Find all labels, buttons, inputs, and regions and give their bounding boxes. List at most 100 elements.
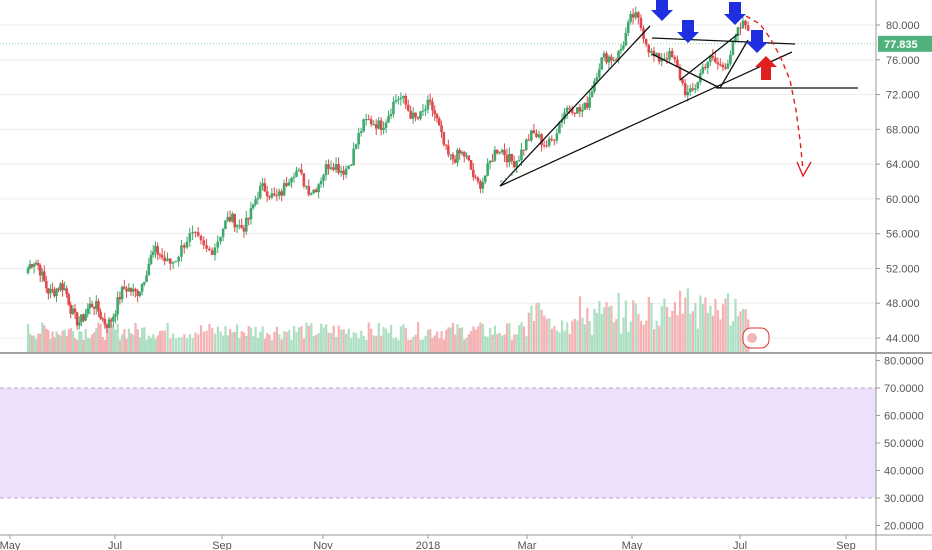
candle-body <box>462 151 466 157</box>
volume-bar <box>150 337 153 352</box>
candle-body <box>607 56 611 63</box>
small-dashed-line <box>499 169 521 183</box>
candle-body <box>71 308 75 314</box>
volume-bar <box>134 322 137 352</box>
volume-bar <box>716 309 720 352</box>
candle-body <box>387 116 390 123</box>
volume-bar <box>686 288 689 352</box>
candle-body <box>112 316 115 322</box>
candle-body <box>688 88 692 93</box>
volume-bar <box>578 296 582 352</box>
candle-body <box>114 314 117 317</box>
candle-body <box>213 247 217 255</box>
volume-bar <box>663 298 666 352</box>
candle-body <box>287 182 291 186</box>
candle-body <box>731 41 735 55</box>
volume-bar <box>639 320 643 352</box>
volume-bar <box>197 334 200 352</box>
candle-body <box>307 186 311 195</box>
volume-bar <box>327 332 330 352</box>
volume-bar <box>233 331 236 352</box>
candle-body <box>678 66 682 80</box>
arrow-down-icon <box>746 30 768 53</box>
volume-bar <box>43 325 46 352</box>
volume-bars <box>27 288 750 352</box>
candle-body <box>107 319 111 328</box>
price-badge <box>878 35 932 52</box>
volume-bar <box>431 337 434 352</box>
candle-body <box>327 164 330 169</box>
candle-body <box>140 283 144 292</box>
candle-body <box>467 155 471 161</box>
candle-body <box>404 95 408 105</box>
candle-body <box>517 160 521 162</box>
time-axis: May Jul Sep Nov 2018 Mar May Jul Sep <box>0 535 856 550</box>
volume-bar <box>603 307 606 352</box>
volume-bar <box>39 333 42 352</box>
volume-bar <box>226 335 229 352</box>
candle-body <box>82 314 85 321</box>
volume-bar <box>581 317 584 352</box>
volume-bar <box>433 335 436 352</box>
arrow-down-icon <box>651 0 673 21</box>
candle-body <box>244 217 248 232</box>
candle-body <box>90 303 94 308</box>
volume-bar <box>138 337 142 352</box>
volume-bar <box>312 335 315 352</box>
volume-bar <box>367 322 370 352</box>
volume-bar <box>734 298 737 352</box>
candle-body <box>665 58 669 60</box>
volume-bar <box>273 331 276 352</box>
candle-body <box>270 193 274 198</box>
candle-body <box>329 167 333 169</box>
volume-bar <box>377 322 380 352</box>
volume-bar <box>726 293 730 352</box>
volume-bar <box>53 337 56 352</box>
candle-body <box>660 59 664 62</box>
rsi-axis: 80.0000 70.0000 60.0000 50.0000 40.0000 30.00… <box>876 356 924 533</box>
candles <box>26 6 750 334</box>
volume-bar <box>696 328 699 352</box>
candle-body <box>585 102 589 108</box>
candle-body <box>724 67 727 69</box>
candle-body <box>472 169 475 178</box>
candle-body <box>453 159 457 163</box>
candle-body <box>120 286 124 300</box>
candle-body <box>639 17 643 29</box>
volume-bar <box>330 333 333 352</box>
candle-body <box>210 250 214 255</box>
volume-bar <box>676 315 679 352</box>
volume-bar <box>163 330 166 352</box>
volume-bar <box>335 336 338 352</box>
volume-bar <box>397 339 400 352</box>
volume-bar <box>283 331 286 352</box>
volume-bar <box>105 324 109 352</box>
candle-body <box>77 322 81 326</box>
candle-body <box>619 48 623 51</box>
volume-bar <box>709 305 712 352</box>
volume-bar <box>208 323 211 352</box>
volume-bar <box>231 332 234 352</box>
volume-bar <box>302 338 306 352</box>
candle-body <box>367 119 370 121</box>
candle-body <box>683 82 687 96</box>
time-tick-label: Sep <box>836 540 856 550</box>
candle-body <box>545 145 548 147</box>
price-tick-label: 52.000 <box>886 263 920 275</box>
candle-body <box>696 82 700 89</box>
candle-body <box>280 191 283 196</box>
candle-body <box>182 245 186 248</box>
candle-body <box>359 131 363 134</box>
candle-body <box>568 107 571 109</box>
volume-bar <box>407 339 410 352</box>
volume-bar <box>270 339 274 352</box>
candle-body <box>384 122 388 129</box>
candle-body <box>650 50 653 53</box>
volume-bar <box>429 329 432 352</box>
volume-bar <box>355 333 358 352</box>
candle-body <box>249 208 253 220</box>
candle-body <box>394 100 398 102</box>
volume-bar <box>65 336 68 352</box>
candle-body <box>399 97 403 100</box>
candle-body <box>578 107 582 112</box>
